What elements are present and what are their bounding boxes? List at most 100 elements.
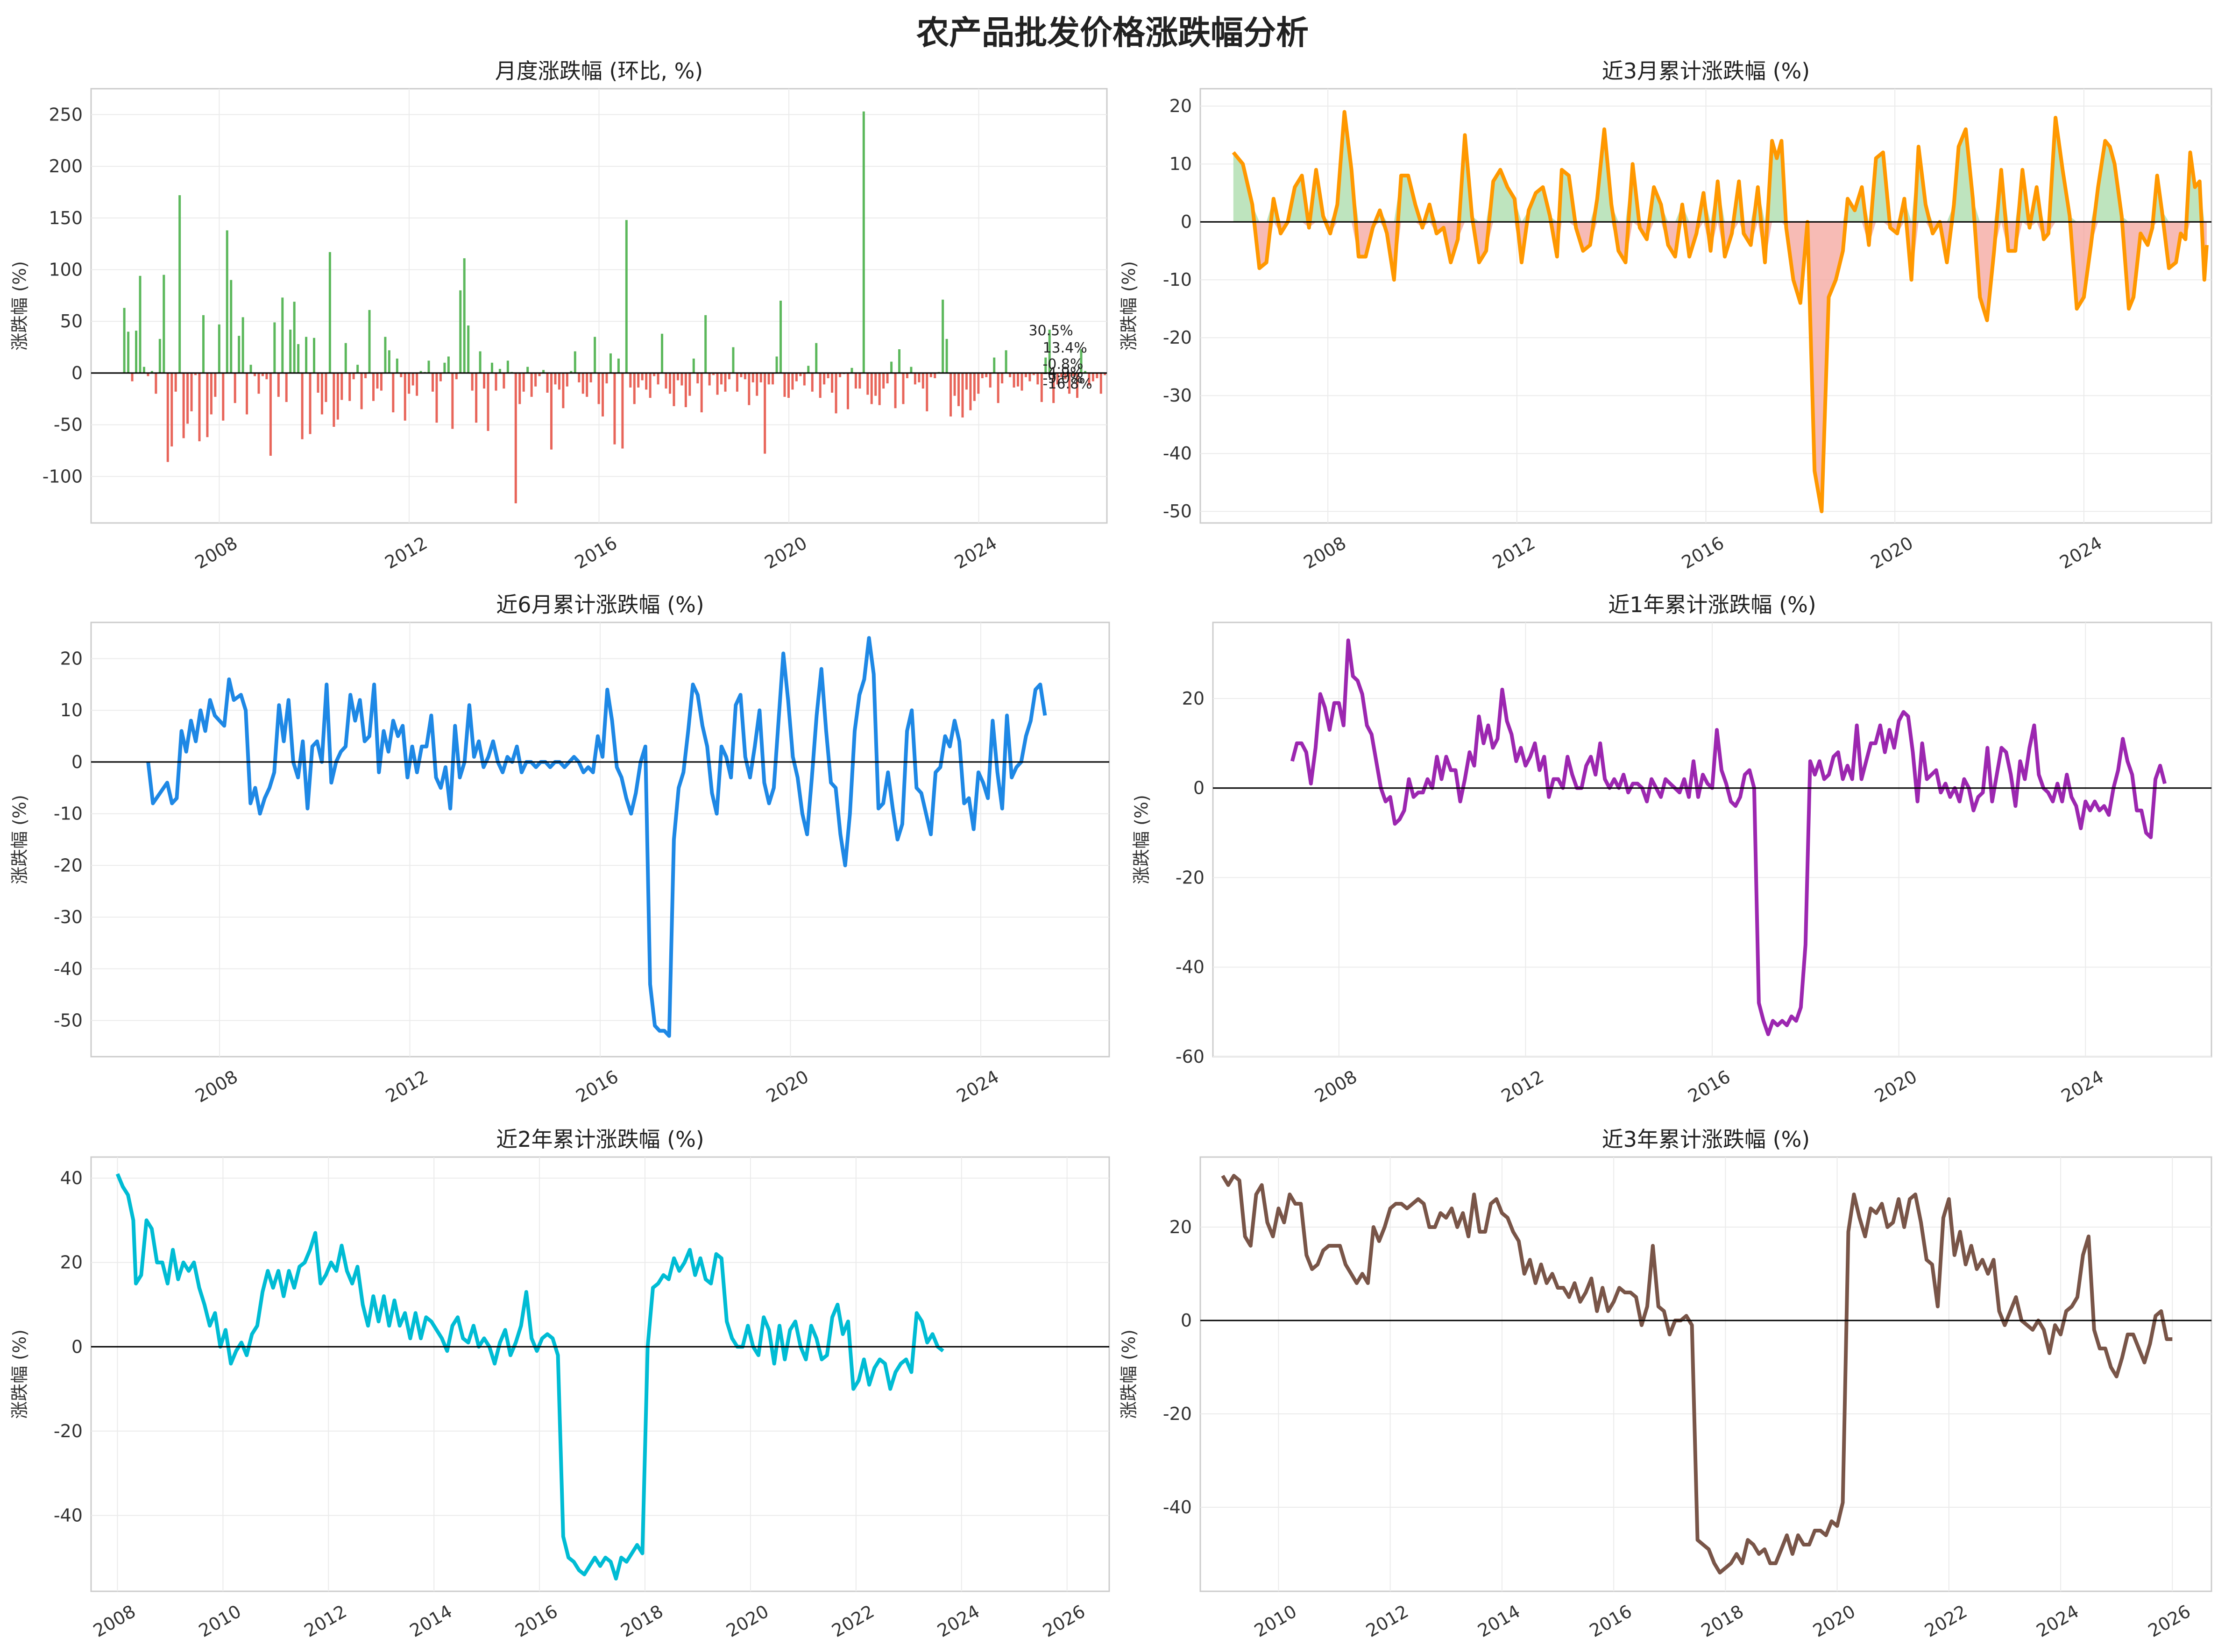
bar [1096, 373, 1098, 378]
bar [364, 373, 367, 378]
bar [942, 299, 944, 373]
bar [1112, 373, 1114, 400]
bar [408, 373, 411, 394]
bar [309, 373, 312, 434]
x-tick-label: 2022 [828, 1601, 878, 1641]
bar [432, 373, 434, 392]
bar [791, 373, 794, 390]
y-tick-label: -10 [54, 804, 83, 824]
bar [495, 373, 497, 391]
x-tick-label: 2024 [953, 1066, 1003, 1107]
series-line [1221, 1174, 2173, 1574]
bar [641, 373, 644, 381]
y-tick-label: 0 [1193, 778, 1205, 798]
bar [921, 373, 924, 389]
plot-area [1199, 1156, 2212, 1592]
y-tick-label: 250 [49, 104, 83, 125]
bar [222, 373, 225, 421]
bar [206, 373, 209, 438]
bar [135, 331, 138, 373]
bar [1147, 373, 1149, 376]
bar [352, 373, 355, 380]
x-tick-label: 2010 [1251, 1601, 1300, 1641]
bar [198, 373, 201, 442]
bar [277, 373, 280, 397]
bar [839, 373, 842, 377]
plot-marks [1232, 110, 2209, 514]
bar [803, 373, 806, 386]
bar [1076, 373, 1079, 398]
bar [526, 367, 529, 373]
bar [748, 373, 751, 405]
y-tick-label: -40 [1163, 443, 1192, 464]
bar [676, 373, 679, 381]
plot-marks [146, 636, 1047, 1038]
bar [328, 252, 331, 373]
bar [427, 360, 430, 373]
bar [890, 361, 893, 373]
bar [953, 373, 956, 396]
y-tick-label: -40 [54, 959, 83, 979]
chart-title: 近6月累计涨跌幅 (%) [496, 592, 704, 617]
bar [455, 373, 458, 380]
chart-title: 月度涨跌幅 (环比, %) [495, 58, 703, 84]
bar [158, 339, 161, 373]
bar [775, 356, 778, 373]
bar [562, 373, 565, 409]
x-tick-label: 2008 [1311, 1066, 1361, 1107]
chart-title: 近2年累计涨跌幅 (%) [496, 1127, 704, 1152]
bar [969, 373, 972, 410]
x-tick-label: 2018 [617, 1601, 667, 1641]
plot-marks [123, 111, 1173, 503]
bar [392, 373, 395, 413]
x-tick-label: 2020 [763, 1066, 812, 1107]
bar [574, 351, 576, 373]
bar [289, 329, 292, 373]
bar [926, 373, 928, 411]
bar [202, 315, 205, 373]
y-tick-label: -50 [54, 415, 83, 435]
x-tick-label: 2012 [301, 1601, 350, 1641]
bar [846, 373, 849, 409]
bar [214, 373, 217, 397]
bar [649, 373, 652, 398]
bar [613, 373, 616, 445]
bar [1171, 367, 1173, 373]
bar [1167, 366, 1169, 373]
y-tick-label: -20 [1163, 327, 1192, 348]
bar [139, 275, 142, 373]
y-axis-label: 涨跌幅 (%) [1131, 795, 1152, 884]
bar [297, 344, 300, 373]
bar [131, 373, 134, 381]
y-tick-label: 20 [1169, 96, 1192, 116]
y-tick-label: 0 [1181, 212, 1192, 232]
bar [985, 373, 988, 377]
x-tick-label: 2016 [1678, 533, 1728, 573]
bar [186, 373, 189, 424]
bar [1139, 373, 1141, 383]
bar [708, 373, 711, 386]
x-tick-label: 2016 [571, 533, 621, 573]
bar [894, 373, 897, 409]
bar [704, 315, 707, 373]
bar [518, 373, 521, 404]
bar [388, 350, 390, 373]
bar [538, 373, 541, 376]
bar [1116, 373, 1118, 378]
x-tick-label: 2016 [573, 1066, 622, 1107]
bar [910, 367, 913, 373]
y-tick-label: 20 [1182, 688, 1205, 709]
bar [854, 373, 857, 389]
y-tick-label: 150 [49, 208, 83, 228]
bar [491, 362, 494, 373]
bar [866, 373, 869, 395]
bar [1009, 373, 1012, 377]
bar [716, 373, 719, 395]
bar [692, 358, 695, 373]
bar [234, 373, 236, 403]
bar [1143, 373, 1146, 376]
x-tick-label: 2020 [723, 1601, 772, 1641]
bar [1108, 364, 1110, 373]
bar [1155, 373, 1157, 388]
bar [439, 373, 442, 381]
